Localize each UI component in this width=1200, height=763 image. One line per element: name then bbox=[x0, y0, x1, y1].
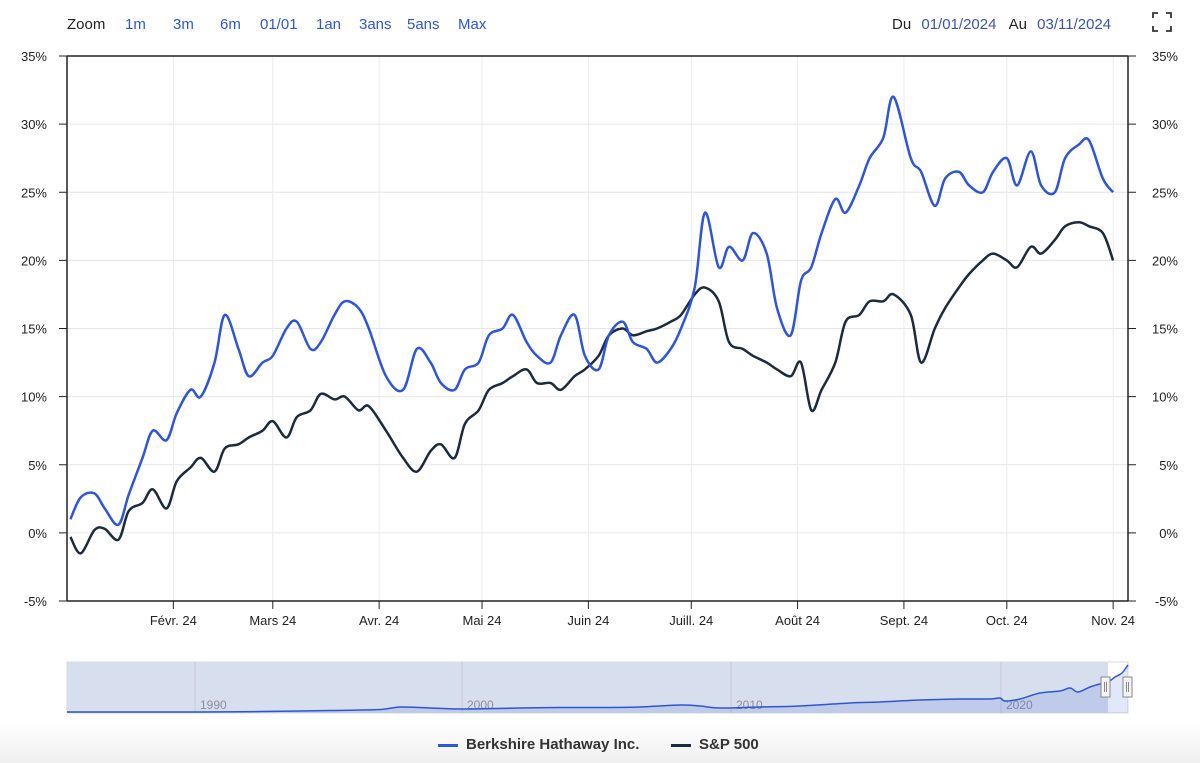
y-tick-right: 35% bbox=[1152, 49, 1178, 64]
navigator-year-label: 2010 bbox=[736, 698, 763, 712]
y-tick-left: 10% bbox=[21, 390, 47, 405]
x-tick-label: Sept. 24 bbox=[880, 613, 928, 628]
zoom-ytd-button[interactable]: 01/01 bbox=[260, 16, 298, 33]
x-tick-label: Mai 24 bbox=[463, 613, 502, 628]
navigator-handle-left[interactable] bbox=[1100, 676, 1111, 698]
series-lines bbox=[69, 95, 1115, 555]
y-tick-left: 35% bbox=[21, 49, 47, 64]
axes: -5% -5% 0% 0% 5% 5% 10% 10% 15% 15% 20% 20% 25% 25% 30… bbox=[21, 49, 1178, 628]
date-range: Du 01/01/2024 Au 03/11/2024 bbox=[892, 16, 1111, 33]
x-tick-label: Août 24 bbox=[775, 613, 820, 628]
zoom-1y-button[interactable]: 1an bbox=[316, 16, 342, 33]
y-tick-left: 5% bbox=[28, 458, 47, 473]
zoom-3y-button[interactable]: 3ans bbox=[359, 16, 392, 33]
to-label: Au bbox=[1008, 16, 1027, 33]
legend-item-berkshire[interactable]: Berkshire Hathaway Inc. bbox=[438, 736, 639, 753]
y-tick-right: 15% bbox=[1152, 322, 1178, 337]
sp500-line[interactable] bbox=[69, 220, 1115, 555]
legend-item-sp500[interactable]: S&P 500 bbox=[671, 736, 759, 753]
x-tick-label: Nov. 24 bbox=[1091, 613, 1135, 628]
fullscreen-button[interactable] bbox=[1152, 12, 1172, 32]
x-tick-label: Juill. 24 bbox=[669, 613, 713, 628]
x-tick-label: Oct. 24 bbox=[986, 613, 1028, 628]
y-tick-right: 10% bbox=[1152, 390, 1178, 405]
from-date-input[interactable]: 01/01/2024 bbox=[921, 16, 997, 33]
berkshire-line[interactable] bbox=[69, 95, 1115, 527]
zoom-5y-button[interactable]: 5ans bbox=[407, 16, 440, 33]
y-tick-left: 0% bbox=[28, 526, 47, 541]
fullscreen-icon bbox=[1152, 12, 1172, 32]
y-tick-left: 20% bbox=[21, 253, 47, 268]
navigator[interactable]: 1990 2000 2010 2020 bbox=[66, 661, 1133, 714]
zoom-label: Zoom bbox=[67, 16, 106, 33]
zoom-1m-button[interactable]: 1m bbox=[125, 16, 146, 33]
y-tick-left: 15% bbox=[21, 322, 47, 337]
y-tick-left: -5% bbox=[24, 594, 48, 609]
line-chart: -5% -5% 0% 0% 5% 5% 10% 10% 15% 15% 20% 20% 25% 25% 30… bbox=[21, 49, 1178, 714]
navigator-handle-right[interactable] bbox=[1122, 676, 1133, 698]
x-tick-label: Juin 24 bbox=[567, 613, 609, 628]
x-tick-label: Févr. 24 bbox=[150, 613, 197, 628]
x-tick-label: Mars 24 bbox=[249, 613, 296, 628]
y-tick-right: -5% bbox=[1155, 594, 1179, 609]
y-tick-right: 30% bbox=[1152, 117, 1178, 132]
to-date-input[interactable]: 03/11/2024 bbox=[1037, 16, 1112, 33]
y-tick-left: 30% bbox=[21, 117, 47, 132]
legend-swatch-berkshire bbox=[438, 743, 458, 747]
zoom-3m-button[interactable]: 3m bbox=[173, 16, 194, 33]
legend-label-sp500: S&P 500 bbox=[699, 736, 759, 753]
y-tick-left: 25% bbox=[21, 185, 47, 200]
navigator-year-label: 1990 bbox=[200, 698, 227, 712]
legend-label-berkshire: Berkshire Hathaway Inc. bbox=[466, 736, 640, 753]
zoom-6m-button[interactable]: 6m bbox=[220, 16, 241, 33]
chart-toolbar: Zoom 1m 3m 6m 01/01 1an 3ans 5ans Max Du… bbox=[0, 14, 1200, 36]
gridlines bbox=[67, 55, 1128, 602]
legend-swatch-sp500 bbox=[671, 743, 691, 747]
y-tick-right: 5% bbox=[1159, 458, 1178, 473]
zoom-max-button[interactable]: Max bbox=[458, 16, 487, 33]
y-tick-right: 20% bbox=[1152, 253, 1178, 268]
x-tick-label: Avr. 24 bbox=[359, 613, 399, 628]
y-tick-right: 25% bbox=[1152, 185, 1178, 200]
navigator-year-label: 2020 bbox=[1006, 698, 1033, 712]
y-tick-right: 0% bbox=[1159, 526, 1178, 541]
from-label: Du bbox=[892, 16, 912, 33]
legend: Berkshire Hathaway Inc. S&P 500 bbox=[0, 722, 1200, 763]
